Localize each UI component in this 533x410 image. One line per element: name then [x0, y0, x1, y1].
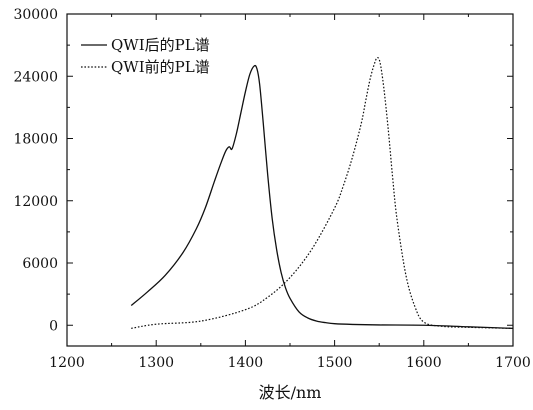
x-tick-label: 1300 [138, 355, 174, 371]
x-tick-label: 1200 [49, 355, 85, 371]
x-tick-label: 1700 [495, 355, 531, 371]
y-tick-label: 12000 [13, 194, 58, 210]
legend-label: QWI前的PL谱 [111, 58, 210, 76]
y-tick-label: 18000 [13, 132, 58, 148]
x-axis-label: 波长/nm [259, 383, 322, 402]
plot-lines [130, 56, 514, 330]
x-tick-label: 1400 [228, 355, 264, 371]
y-tick-label: 30000 [13, 7, 58, 23]
series-line-after-qwi [130, 64, 514, 330]
legend-label: QWI后的PL谱 [111, 36, 210, 54]
series-line-before-qwi [131, 56, 514, 329]
y-axis: 0 6000 12000 18000 24000 30000 [13, 7, 513, 334]
x-tick-label: 1500 [317, 355, 353, 371]
legend: QWI后的PL谱 QWI前的PL谱 [81, 36, 210, 76]
y-tick-label: 6000 [22, 256, 58, 272]
y-tick-label: 0 [49, 318, 58, 334]
x-axis: 1200 1300 1400 1500 1600 1700 [49, 14, 531, 371]
y-tick-label: 24000 [13, 69, 58, 85]
x-tick-label: 1600 [406, 355, 442, 371]
